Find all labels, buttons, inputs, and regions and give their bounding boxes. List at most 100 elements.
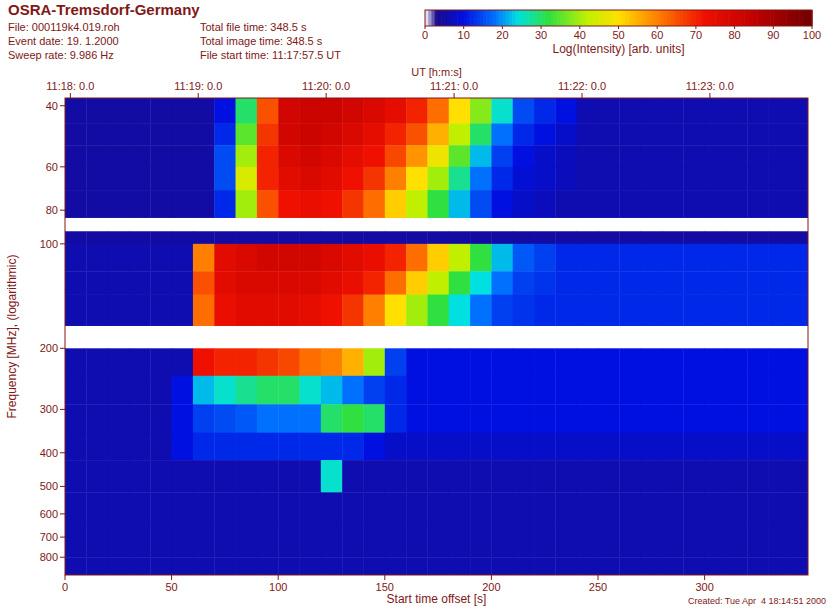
- cell: [619, 295, 641, 326]
- info-line: Total file time: 348.5 s: [200, 21, 307, 33]
- cell: [577, 433, 599, 461]
- cell: [534, 376, 556, 405]
- cell: [491, 145, 513, 167]
- cell: [790, 295, 808, 326]
- cell: [86, 492, 108, 526]
- cell: [385, 244, 407, 272]
- cell: [172, 460, 194, 493]
- cell: [406, 376, 428, 405]
- cell: [683, 271, 705, 295]
- cell: [86, 376, 108, 405]
- cell: [129, 295, 151, 326]
- cell: [406, 492, 428, 526]
- cell: [726, 98, 748, 124]
- cell: [513, 526, 535, 558]
- cell: [236, 295, 258, 326]
- cell: [65, 433, 87, 461]
- info-line: Event date: 19. 1.2000: [8, 35, 119, 47]
- cell: [619, 526, 641, 558]
- cell: [363, 295, 385, 326]
- cell: [555, 557, 577, 575]
- cell: [491, 492, 513, 526]
- cell: [513, 460, 535, 493]
- cell: [406, 526, 428, 558]
- x-tick: [278, 575, 279, 580]
- cell: [193, 231, 215, 244]
- cell: [769, 348, 791, 376]
- cell: [747, 433, 769, 461]
- cell: [86, 190, 108, 218]
- cell: [470, 376, 492, 405]
- cell: [129, 123, 151, 145]
- cell: [172, 271, 194, 295]
- x-tick: [491, 575, 492, 580]
- cell: [129, 433, 151, 461]
- cell: [363, 492, 385, 526]
- cell: [577, 271, 599, 295]
- cell: [385, 231, 407, 244]
- cell: [662, 244, 684, 272]
- cell: [705, 231, 727, 244]
- cell: [726, 231, 748, 244]
- cell: [726, 244, 748, 272]
- cell: [470, 271, 492, 295]
- cell: [129, 376, 151, 405]
- cell: [555, 244, 577, 272]
- cell: [790, 190, 808, 218]
- cell: [86, 460, 108, 493]
- cell: [172, 145, 194, 167]
- cell: [427, 492, 449, 526]
- cell: [513, 190, 535, 218]
- cell: [86, 123, 108, 145]
- cell: [705, 557, 727, 575]
- cell: [172, 404, 194, 433]
- cell: [449, 376, 471, 405]
- cell: [577, 376, 599, 405]
- cell: [555, 123, 577, 145]
- cell: [129, 557, 151, 575]
- cell: [555, 295, 577, 326]
- cell: [363, 98, 385, 124]
- cell: [491, 460, 513, 493]
- cell: [150, 348, 172, 376]
- cell: [491, 526, 513, 558]
- cell: [769, 244, 791, 272]
- cell: [683, 244, 705, 272]
- cell: [534, 433, 556, 461]
- cell: [491, 376, 513, 405]
- cell: [363, 376, 385, 405]
- cell: [300, 376, 322, 405]
- cell: [534, 526, 556, 558]
- cell: [342, 167, 364, 191]
- cell: [172, 98, 194, 124]
- x2-tick-label: 11:20: 0.0: [302, 80, 350, 92]
- cell: [705, 460, 727, 493]
- x2-tick: [709, 93, 710, 98]
- cell: [363, 433, 385, 461]
- cell: [385, 98, 407, 124]
- cell: [598, 190, 620, 218]
- cell: [172, 526, 194, 558]
- cell: [385, 190, 407, 218]
- cell: [193, 244, 215, 272]
- cell: [172, 295, 194, 326]
- cell: [662, 526, 684, 558]
- cell: [214, 526, 236, 558]
- cell: [193, 460, 215, 493]
- cell: [555, 145, 577, 167]
- cell: [321, 231, 343, 244]
- y-tick-label: 100: [40, 238, 58, 250]
- cell: [662, 376, 684, 405]
- cell: [726, 167, 748, 191]
- cell: [86, 295, 108, 326]
- cell: [214, 376, 236, 405]
- cell: [108, 98, 130, 124]
- cell: [257, 433, 279, 461]
- cell: [257, 145, 279, 167]
- cell: [619, 244, 641, 272]
- cell: [172, 167, 194, 191]
- cell: [342, 98, 364, 124]
- cell: [86, 348, 108, 376]
- y-tick: [60, 348, 65, 349]
- cell: [534, 123, 556, 145]
